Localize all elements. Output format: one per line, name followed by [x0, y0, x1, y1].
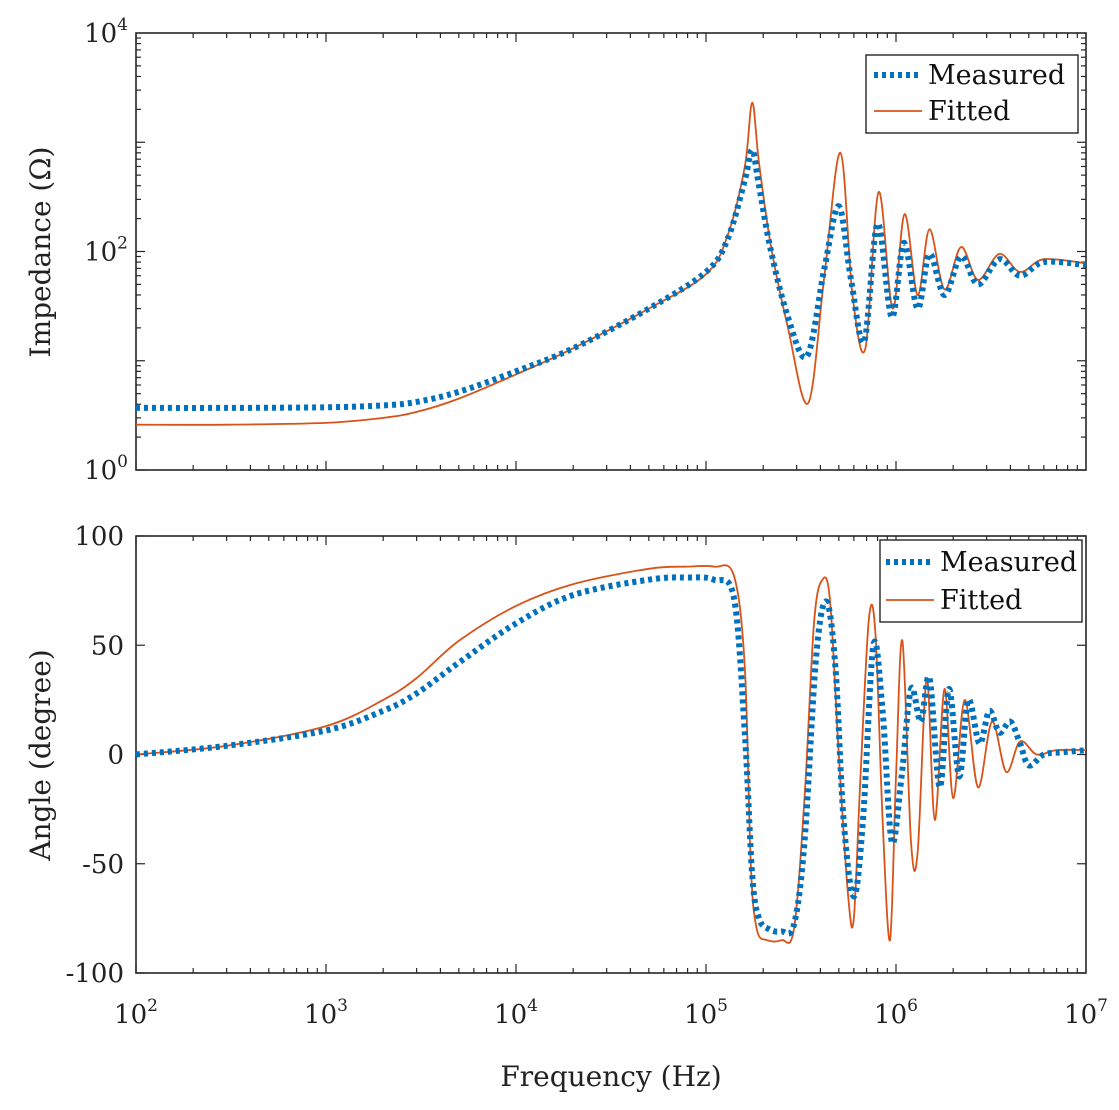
impedance-series-measured-line [135, 146, 1087, 411]
impedance-y-tick-label: 102 [84, 234, 128, 268]
angle-legend-measured-label: Measured [940, 547, 1077, 578]
angle-legend: Measured Fitted [879, 539, 1083, 623]
impedance-series [135, 101, 1087, 426]
impedance-legend-fitted-label: Fitted [928, 96, 1010, 127]
angle-legend-fitted-label: Fitted [940, 585, 1022, 616]
angle-series-measured-line [135, 574, 1087, 937]
impedance-y-tick-label: 100 [84, 452, 128, 486]
angle-y-tick-label: 100 [74, 522, 124, 552]
angle-chart: 100 50 0 -50 -100 102 103 104 105 106 107 Angle (d… [24, 522, 1108, 1093]
impedance-chart: 100 102 104 Impedance (Ω) Measured Fitted [24, 15, 1087, 486]
impedance-y-tick-label: 104 [84, 15, 128, 49]
impedance-legend-box [865, 54, 1079, 134]
angle-y-tick-label: 0 [107, 741, 124, 771]
x-tick-label: 104 [494, 996, 538, 1030]
angle-y-axis-label: Angle (degree) [24, 649, 57, 861]
impedance-series-fitted-line [135, 101, 1087, 426]
angle-ticks: 100 50 0 -50 -100 102 103 104 105 106 107 [66, 522, 1108, 1030]
impedance-y-axis-label: Impedance (Ω) [24, 147, 57, 358]
x-axis-label: Frequency (Hz) [500, 1060, 721, 1093]
angle-series [135, 564, 1087, 944]
angle-series-fitted-line [135, 564, 1087, 944]
x-tick-label: 105 [684, 996, 728, 1030]
x-tick-label: 107 [1064, 996, 1108, 1030]
impedance-ticks: 100 102 104 [84, 15, 1086, 486]
x-tick-label: 106 [874, 996, 918, 1030]
angle-y-tick-label: -100 [66, 959, 124, 989]
x-tick-label: 103 [304, 996, 348, 1030]
x-tick-label: 102 [114, 996, 158, 1030]
impedance-legend: Measured Fitted [865, 54, 1079, 134]
angle-legend-box [879, 539, 1083, 623]
angle-y-tick-label: 50 [91, 631, 124, 661]
angle-y-tick-label: -50 [82, 850, 124, 880]
impedance-legend-measured-label: Measured [928, 60, 1065, 91]
